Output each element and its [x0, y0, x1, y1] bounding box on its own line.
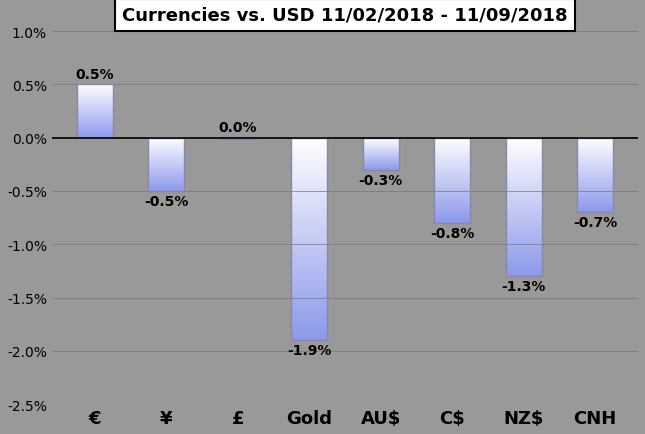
- Text: 0.0%: 0.0%: [219, 121, 257, 135]
- Text: -0.7%: -0.7%: [573, 216, 617, 230]
- Text: -1.9%: -1.9%: [287, 344, 332, 358]
- Text: -0.8%: -0.8%: [430, 227, 474, 240]
- Text: -0.5%: -0.5%: [144, 195, 188, 209]
- Bar: [220, 137, 255, 139]
- Bar: [77, 85, 113, 138]
- Bar: [577, 138, 613, 213]
- Text: -1.3%: -1.3%: [501, 280, 546, 294]
- Bar: [362, 138, 399, 170]
- Title: Currencies vs. USD 11/02/2018 - 11/09/2018: Currencies vs. USD 11/02/2018 - 11/09/20…: [122, 7, 568, 25]
- Bar: [434, 138, 470, 224]
- Bar: [148, 138, 184, 191]
- Text: 0.5%: 0.5%: [75, 68, 114, 82]
- Bar: [292, 138, 327, 340]
- Bar: [506, 138, 542, 276]
- Text: -0.3%: -0.3%: [359, 174, 403, 187]
